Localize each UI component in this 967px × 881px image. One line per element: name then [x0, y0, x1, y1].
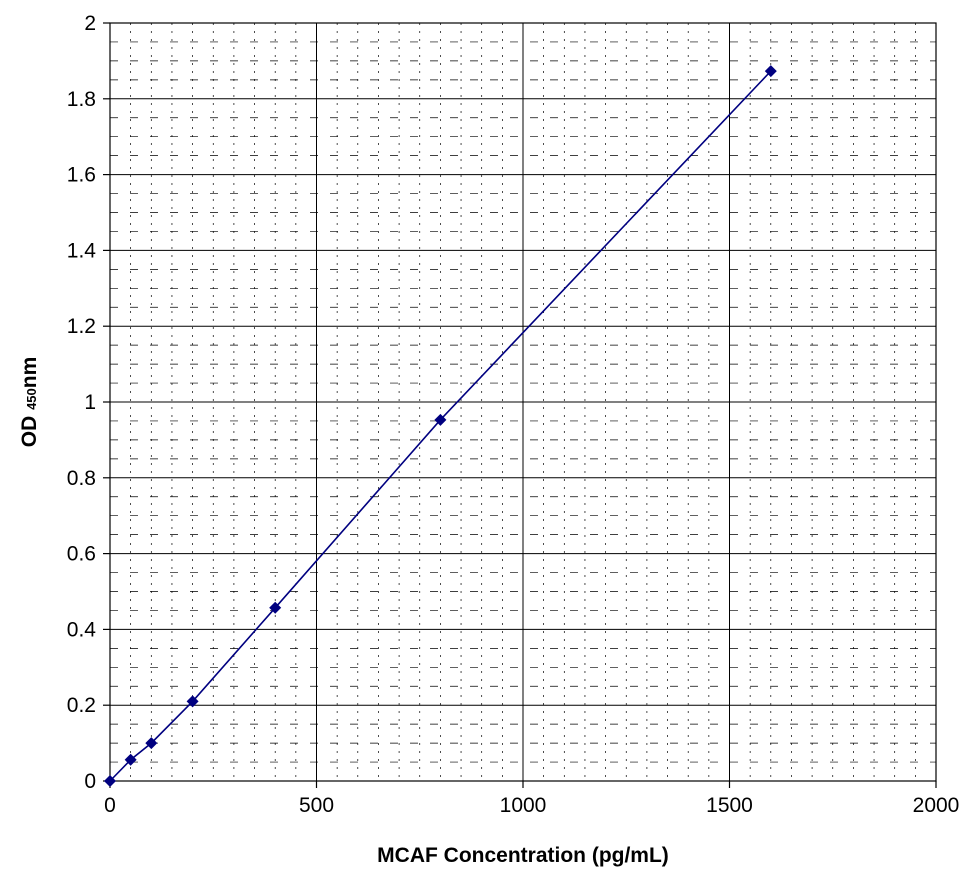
- y-tick-label: 0.8: [67, 467, 96, 490]
- data-point-marker: [145, 737, 158, 750]
- y-axis-title: OD 450nm: [18, 357, 41, 448]
- x-axis-ticks: 0 500 1000 1500 2000: [104, 781, 959, 817]
- x-axis-title: MCAF Concentration (pg/mL): [377, 844, 669, 867]
- data-point-marker: [764, 65, 777, 78]
- x-tick-label: 1500: [706, 794, 753, 817]
- x-tick-label: 2000: [913, 794, 960, 817]
- data-point-marker: [104, 775, 116, 787]
- y-tick-label: 0.4: [67, 618, 97, 641]
- y-tick-label: 2: [84, 12, 96, 35]
- data-point-marker: [186, 695, 199, 708]
- data-point-marker: [124, 753, 137, 766]
- x-tick-label: 500: [299, 794, 334, 817]
- y-tick-label: 1: [84, 391, 96, 414]
- y-axis-title-prefix: OD: [18, 410, 41, 447]
- y-tick-label: 1.6: [67, 164, 96, 187]
- y-tick-label: 0.6: [67, 543, 96, 566]
- series-layer: [104, 65, 777, 787]
- y-axis-title-subscript: 450: [24, 388, 39, 410]
- data-point-marker: [269, 601, 282, 614]
- x-tick-label: 0: [104, 794, 116, 817]
- y-axis-title-suffix: nm: [18, 357, 41, 389]
- y-tick-label: 1.2: [67, 315, 96, 338]
- y-tick-label: 1.4: [67, 239, 97, 262]
- y-tick-label: 0: [84, 770, 96, 793]
- y-tick-label: 0.2: [67, 694, 96, 717]
- data-point-marker: [434, 413, 447, 426]
- x-tick-label: 1000: [500, 794, 547, 817]
- y-axis-ticks: 0 0.2 0.4 0.6 0.8 1 1.2 1.4 1.6 1.8 2: [67, 12, 110, 793]
- major-grid: [110, 23, 936, 781]
- y-tick-label: 1.8: [67, 88, 96, 111]
- series-line: [109, 70, 772, 782]
